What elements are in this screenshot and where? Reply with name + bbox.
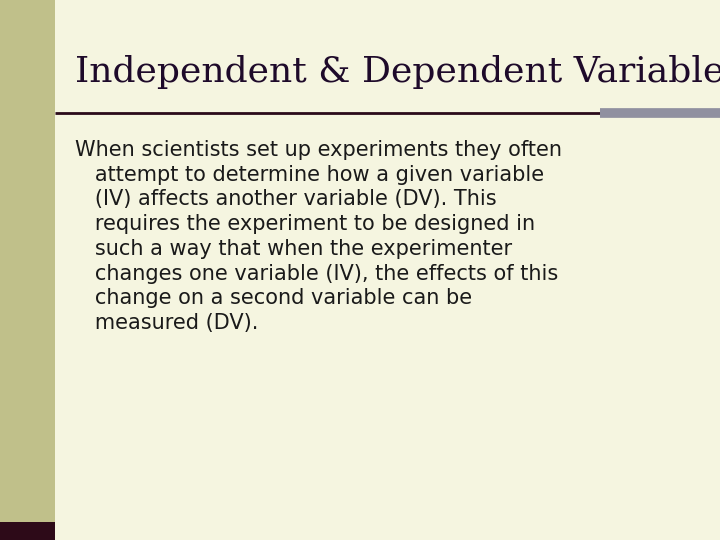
Text: (IV) affects another variable (DV). This: (IV) affects another variable (DV). This: [75, 190, 497, 210]
Text: attempt to determine how a given variable: attempt to determine how a given variabl…: [75, 165, 544, 185]
Text: changes one variable (IV), the effects of this: changes one variable (IV), the effects o…: [75, 264, 558, 284]
Text: When scientists set up experiments they often: When scientists set up experiments they …: [75, 140, 562, 160]
Bar: [0, 522, 55, 540]
Text: requires the experiment to be designed in: requires the experiment to be designed i…: [75, 214, 535, 234]
Bar: [0, 0, 55, 540]
Text: change on a second variable can be: change on a second variable can be: [75, 288, 472, 308]
Text: such a way that when the experimenter: such a way that when the experimenter: [75, 239, 512, 259]
Text: measured (DV).: measured (DV).: [75, 313, 258, 333]
Text: Independent & Dependent Variables: Independent & Dependent Variables: [75, 55, 720, 89]
